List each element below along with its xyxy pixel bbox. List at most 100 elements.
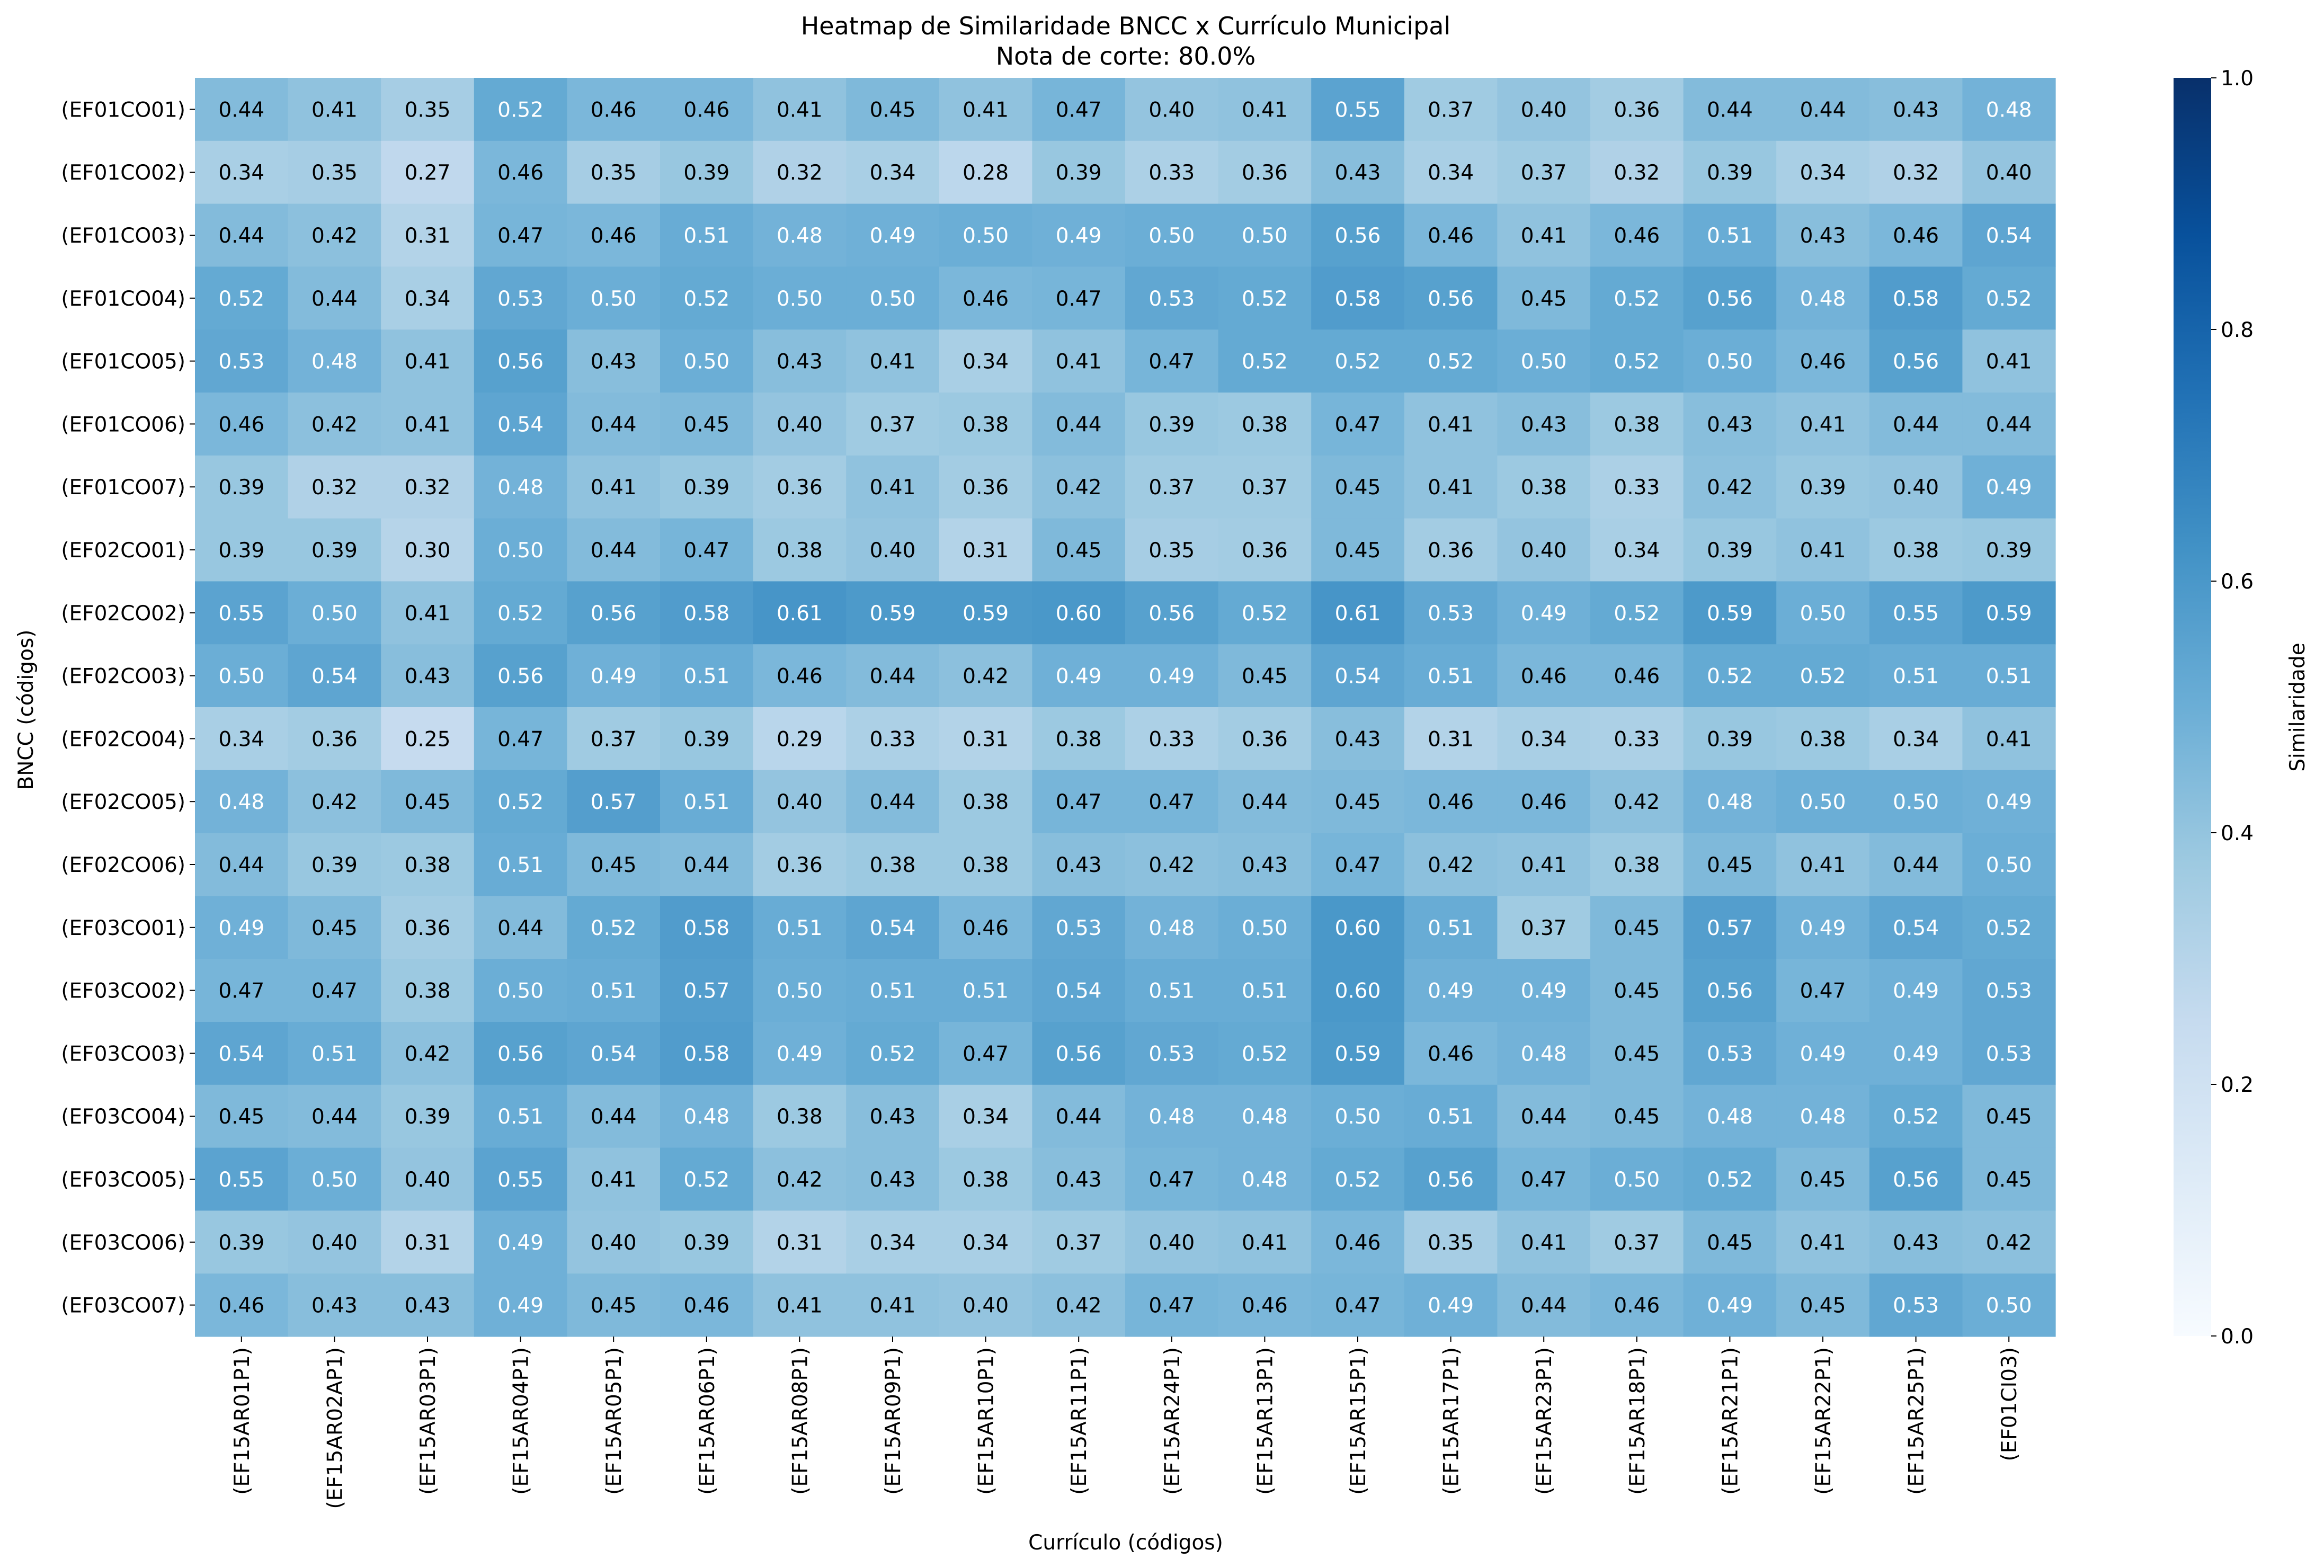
heatmap-cell xyxy=(1125,203,1219,267)
heatmap-cell xyxy=(1125,393,1219,456)
heatmap-cell xyxy=(660,770,754,834)
heatmap-cell xyxy=(195,140,289,204)
heatmap-cell xyxy=(1032,455,1126,519)
heatmap-cell xyxy=(1032,959,1126,1022)
heatmap-cell xyxy=(1032,833,1126,896)
heatmap-cell xyxy=(660,581,754,645)
cell-value-label: 0.47 xyxy=(963,1042,1009,1066)
cell-value-label: 0.50 xyxy=(311,1168,358,1192)
heatmap-cell xyxy=(1962,959,2056,1022)
heatmap-cell xyxy=(474,1084,567,1148)
heatmap-cell xyxy=(474,833,567,896)
heatmap-cell xyxy=(474,1210,567,1274)
cell-value-label: 0.39 xyxy=(1148,413,1195,436)
heatmap-cell xyxy=(474,203,567,267)
heatmap-cell xyxy=(1776,1084,1870,1148)
heatmap-cell xyxy=(1776,1210,1870,1274)
heatmap-cell xyxy=(846,959,940,1022)
heatmap-cell xyxy=(1590,455,1684,519)
heatmap-cell xyxy=(753,1147,847,1211)
heatmap-cell xyxy=(1497,833,1591,896)
heatmap-cell xyxy=(567,1210,661,1274)
cell-value-label: 0.38 xyxy=(963,790,1009,814)
heatmap-cell xyxy=(1590,644,1684,708)
heatmap-cell xyxy=(288,203,381,267)
heatmap-cell xyxy=(1218,393,1312,456)
x-axis-label: Currículo (códigos) xyxy=(1028,1531,1223,1555)
cell-value-label: 0.56 xyxy=(1893,350,1939,374)
cell-value-label: 0.46 xyxy=(497,161,544,185)
heatmap-cell xyxy=(1869,959,1963,1022)
cell-value-label: 0.34 xyxy=(1800,161,1846,185)
heatmap-cell xyxy=(1590,78,1684,141)
x-tick-label: (EF15AR22P1) xyxy=(1812,1347,1836,1495)
cell-value-label: 0.45 xyxy=(1335,476,1381,500)
cell-value-label: 0.41 xyxy=(405,350,451,374)
cell-value-label: 0.58 xyxy=(683,1042,729,1066)
y-tick-label: (EF01CO05) xyxy=(61,350,185,374)
heatmap-cell xyxy=(381,959,475,1022)
cell-value-label: 0.45 xyxy=(683,413,729,436)
cell-value-label: 0.37 xyxy=(1148,476,1195,500)
cell-value-label: 0.44 xyxy=(1056,1105,1102,1129)
heatmap-cell xyxy=(288,329,381,393)
cell-value-label: 0.58 xyxy=(1335,287,1381,311)
cell-value-label: 0.41 xyxy=(405,413,451,436)
cell-value-label: 0.39 xyxy=(1707,539,1753,563)
heatmap-cell xyxy=(1962,140,2056,204)
heatmap-cell xyxy=(1590,1273,1684,1337)
cell-value-label: 0.52 xyxy=(1893,1105,1939,1129)
heatmap-cell xyxy=(288,1210,381,1274)
cell-value-label: 0.31 xyxy=(405,1231,451,1255)
cell-value-label: 0.48 xyxy=(311,350,358,374)
heatmap-cell xyxy=(288,266,381,330)
cell-value-label: 0.45 xyxy=(1335,790,1381,814)
cell-value-label: 0.41 xyxy=(963,98,1009,122)
heatmap-cell xyxy=(567,1022,661,1085)
heatmap-cell xyxy=(1776,1147,1870,1211)
cell-value-label: 0.50 xyxy=(1242,224,1288,248)
heatmap-cell xyxy=(288,581,381,645)
cell-value-label: 0.34 xyxy=(870,161,916,185)
cell-value-label: 0.50 xyxy=(218,665,264,689)
heatmap-cell xyxy=(846,393,940,456)
colorbar-tick-label: 0.6 xyxy=(2221,570,2254,594)
heatmap-cell xyxy=(846,581,940,645)
heatmap-cell xyxy=(660,455,754,519)
heatmap-cell xyxy=(753,833,847,896)
heatmap-cell xyxy=(846,1210,940,1274)
cell-value-label: 0.45 xyxy=(1521,287,1567,311)
heatmap-cell xyxy=(1497,707,1591,771)
heatmap-cell xyxy=(1125,78,1219,141)
cell-value-label: 0.49 xyxy=(1521,979,1567,1003)
cell-value-label: 0.44 xyxy=(591,539,637,563)
cell-value-label: 0.43 xyxy=(405,1294,451,1318)
heatmap-cell xyxy=(1776,833,1870,896)
heatmap-cell xyxy=(1962,78,2056,141)
cell-value-label: 0.36 xyxy=(405,916,451,940)
cell-value-label: 0.45 xyxy=(1614,1042,1660,1066)
heatmap-cell xyxy=(939,644,1032,708)
cell-value-label: 0.54 xyxy=(218,1042,264,1066)
heatmap-cell xyxy=(753,707,847,771)
cell-value-label: 0.46 xyxy=(1428,1042,1474,1066)
cell-value-label: 0.43 xyxy=(311,1294,358,1318)
cell-value-label: 0.50 xyxy=(1986,853,2032,877)
heatmap-cell xyxy=(660,959,754,1022)
heatmap-cell xyxy=(1125,707,1219,771)
cell-value-label: 0.41 xyxy=(777,98,823,122)
cell-value-label: 0.50 xyxy=(1335,1105,1381,1129)
y-tick-label: (EF03CO02) xyxy=(61,979,185,1003)
heatmap-cell xyxy=(1683,581,1777,645)
heatmap-cell xyxy=(1776,1273,1870,1337)
heatmap-cell xyxy=(846,455,940,519)
cell-value-label: 0.31 xyxy=(405,224,451,248)
heatmap-cell xyxy=(660,707,754,771)
cell-value-label: 0.46 xyxy=(1428,224,1474,248)
heatmap-cell xyxy=(567,266,661,330)
cell-value-label: 0.44 xyxy=(497,916,544,940)
cell-value-label: 0.50 xyxy=(1893,790,1939,814)
heatmap-cell xyxy=(846,644,940,708)
heatmap-cell xyxy=(1218,329,1312,393)
heatmap-cell xyxy=(1404,78,1498,141)
